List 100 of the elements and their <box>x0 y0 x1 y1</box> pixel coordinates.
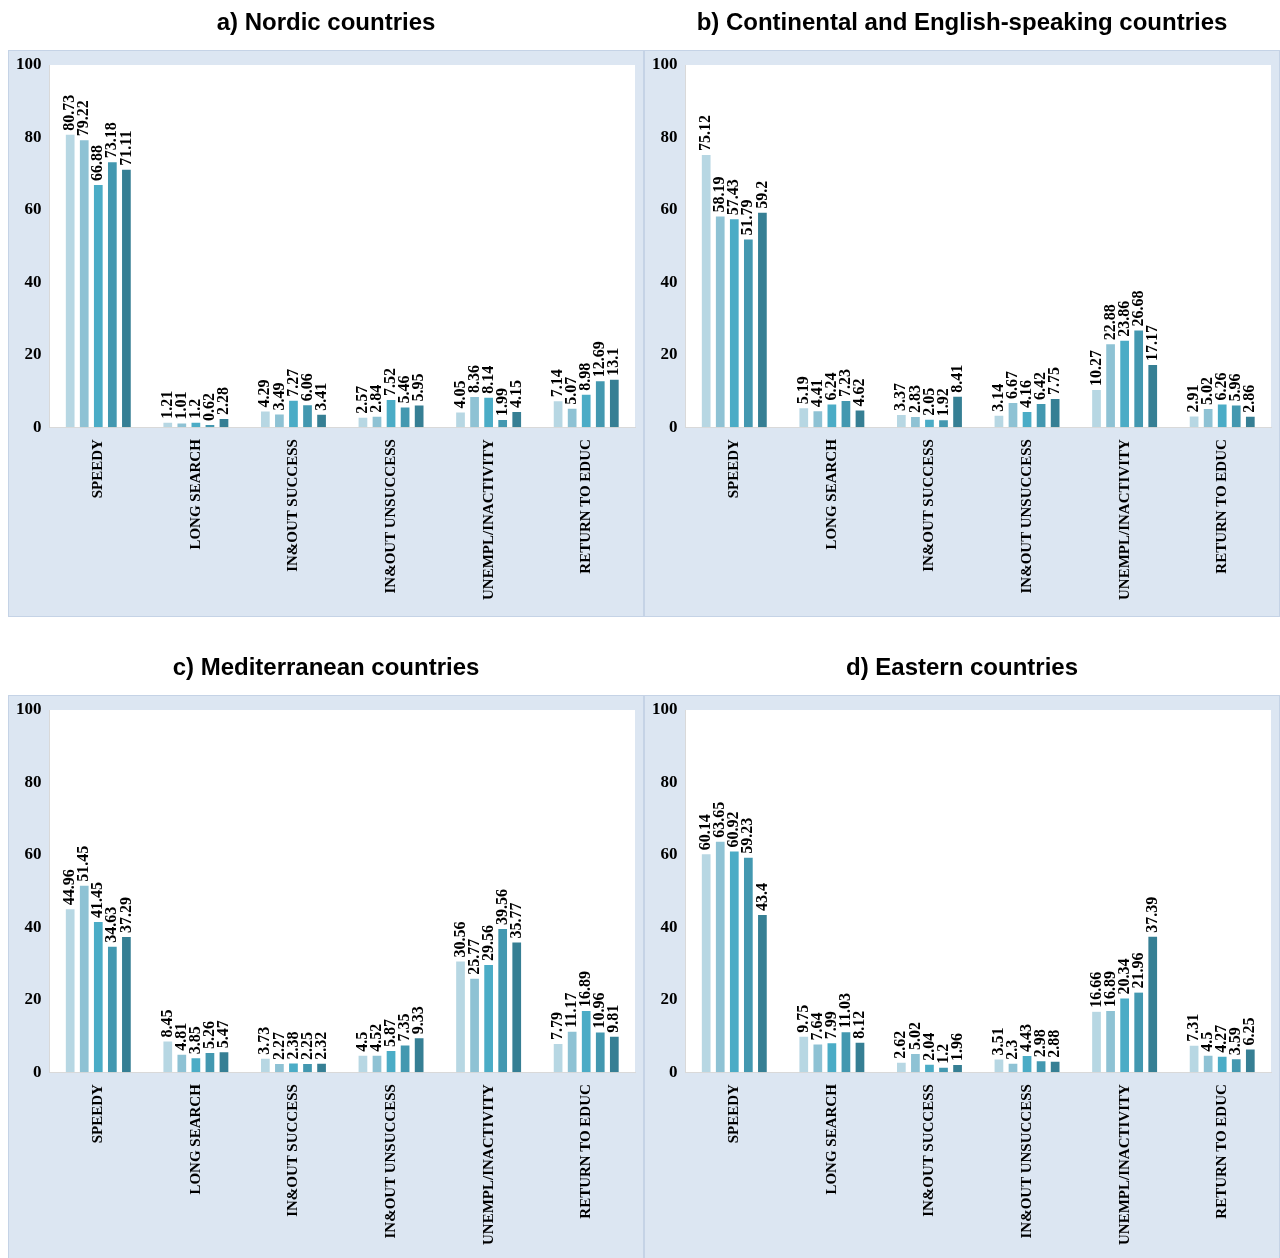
bar <box>1036 1061 1046 1073</box>
y-tick-label: 0 <box>33 416 42 436</box>
x-tick-label: IN&OUT UNSUCCESS <box>1017 439 1034 594</box>
y-tick-label: 80 <box>660 126 678 146</box>
y-tick-label: 0 <box>669 1061 678 1081</box>
bar <box>289 400 298 428</box>
bar <box>953 1065 962 1073</box>
bar <box>205 1053 215 1073</box>
bar <box>219 1052 229 1073</box>
x-tick-label: IN&OUT SUCCESS <box>920 1084 937 1217</box>
x-tick-label: UNEMPL/INACTIVITY <box>479 439 496 601</box>
y-tick-label: 60 <box>24 199 42 219</box>
bar <box>729 851 739 1073</box>
data-label: 10.27 <box>1086 349 1104 386</box>
bar <box>303 1064 312 1073</box>
x-tick-label: IN&OUT SUCCESS <box>920 439 937 572</box>
bar <box>581 394 591 428</box>
bar <box>470 978 479 1073</box>
bar <box>191 1058 201 1073</box>
bar <box>470 396 479 428</box>
bar <box>122 937 131 1073</box>
bar <box>701 155 711 428</box>
x-tick-label: SPEEDY <box>725 1083 742 1144</box>
bar <box>609 379 619 428</box>
bar <box>1245 416 1255 428</box>
chart-title: c) Mediterranean countries <box>171 653 481 682</box>
y-tick-label: 80 <box>660 771 678 791</box>
bar <box>813 1044 823 1073</box>
bar <box>358 1055 368 1073</box>
bar <box>289 1063 298 1073</box>
bar <box>799 408 809 428</box>
bar <box>400 1045 410 1073</box>
bar <box>456 412 465 428</box>
bar <box>484 397 493 428</box>
bar <box>841 1032 851 1073</box>
chart-title: d) Eastern countries <box>844 653 1080 682</box>
bar <box>715 216 725 428</box>
bar <box>1148 364 1158 428</box>
bar <box>799 1036 809 1073</box>
x-tick-label: LONG SEARCH <box>822 1083 839 1195</box>
bar <box>1050 399 1060 428</box>
bar <box>372 1055 382 1073</box>
bar <box>939 420 948 428</box>
bar <box>855 410 865 428</box>
y-tick-label: 0 <box>33 1061 42 1081</box>
y-tick-label: 100 <box>652 699 678 719</box>
bar <box>163 422 173 428</box>
y-tick-label: 20 <box>24 344 42 364</box>
bar <box>1203 408 1213 428</box>
bar <box>163 1041 173 1073</box>
bar <box>275 1063 284 1073</box>
y-tick-label: 20 <box>24 989 42 1009</box>
bar <box>841 400 851 428</box>
bar <box>1036 403 1046 428</box>
bar <box>93 922 103 1073</box>
bar <box>1120 340 1129 428</box>
bar <box>1092 389 1101 428</box>
bar <box>414 405 424 428</box>
bar <box>1120 998 1129 1073</box>
bar <box>498 928 508 1073</box>
bar <box>317 414 326 428</box>
x-tick-label: IN&OUT UNSUCCESS <box>381 1084 398 1239</box>
y-tick-label: 40 <box>660 271 678 291</box>
bar <box>609 1036 619 1073</box>
bar <box>911 416 920 428</box>
bar <box>1217 404 1227 428</box>
bar <box>1050 1061 1060 1073</box>
bar <box>758 212 767 428</box>
y-tick-label: 60 <box>660 199 678 219</box>
x-tick-label: SPEEDY <box>89 438 106 499</box>
bar <box>1022 412 1032 428</box>
x-tick-label: IN&OUT SUCCESS <box>284 439 301 572</box>
y-tick-label: 100 <box>652 54 678 74</box>
bar <box>261 1058 270 1073</box>
x-tick-label: SPEEDY <box>725 438 742 499</box>
bar <box>897 1062 906 1073</box>
bar <box>953 396 962 428</box>
data-label: 17.17 <box>1142 324 1160 361</box>
bar <box>512 412 522 428</box>
bar <box>65 134 75 428</box>
y-tick-label: 40 <box>660 916 678 936</box>
x-tick-label: UNEMPL/INACTIVITY <box>1115 439 1132 601</box>
bar <box>743 857 753 1073</box>
bar <box>1008 403 1018 428</box>
bar <box>701 854 711 1073</box>
bar <box>177 1054 187 1073</box>
bar <box>939 1067 948 1073</box>
bar <box>567 408 577 428</box>
x-tick-label: SPEEDY <box>89 1083 106 1144</box>
bar <box>484 965 493 1073</box>
bar <box>925 419 934 428</box>
bar <box>581 1010 591 1073</box>
x-tick-label: RETURN TO EDUC <box>1213 439 1230 574</box>
y-tick-label: 60 <box>24 844 42 864</box>
x-tick-label: UNEMPL/INACTIVITY <box>479 1084 496 1246</box>
bar <box>107 162 117 428</box>
y-tick-label: 100 <box>16 699 42 719</box>
bar <box>1148 936 1158 1073</box>
bar <box>498 419 508 428</box>
bar <box>122 169 131 428</box>
